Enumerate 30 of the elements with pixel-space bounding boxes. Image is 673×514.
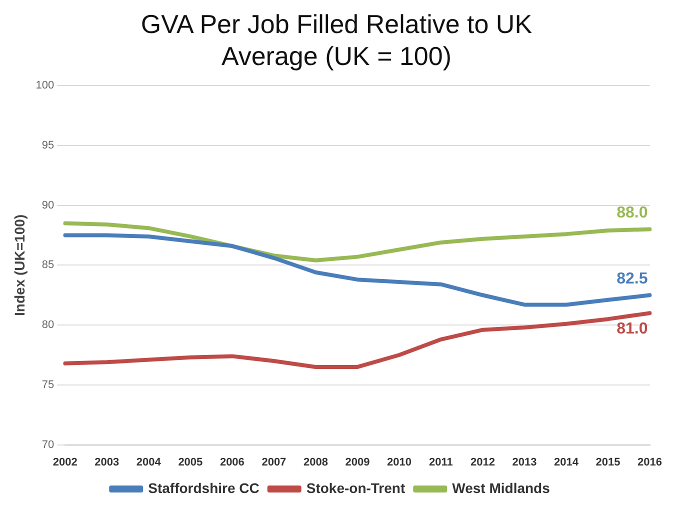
y-tick-label: 100: [36, 80, 54, 92]
x-tick-label: 2002: [52, 456, 78, 468]
y-tick-label: 85: [42, 259, 54, 272]
y-tick-label: 70: [42, 438, 54, 451]
x-tick-label: 2010: [386, 456, 412, 468]
x-tick-label: 2003: [94, 456, 120, 468]
x-tick-label: 2011: [429, 456, 453, 468]
x-tick-label: 2012: [470, 456, 495, 468]
x-tick-label: 2008: [303, 456, 328, 468]
legend-label: Stoke-on-Trent: [306, 480, 406, 496]
y-tick-label: 90: [42, 199, 54, 212]
y-axis-title: Index (UK=100): [11, 214, 28, 316]
x-tick-label: 2009: [345, 456, 370, 468]
y-tick-label: 80: [42, 319, 54, 332]
x-tick-label: 2015: [596, 456, 620, 468]
data-label: 82.5: [616, 270, 648, 288]
x-tick-label: 2014: [554, 456, 580, 468]
x-tick-label: 2007: [262, 456, 286, 468]
x-tick-label: 2004: [136, 456, 162, 468]
y-tick-label: 75: [42, 378, 54, 391]
y-tick-label: 95: [42, 140, 54, 152]
data-label: 81.0: [616, 320, 648, 338]
chart-title: GVA Per Job Filled Relative to UK Average (UK = 100): [140, 8, 534, 72]
x-tick-label: 2005: [178, 456, 203, 468]
legend-label: West Midlands: [452, 480, 550, 496]
x-tick-label: 2016: [638, 456, 662, 468]
x-tick-label: 2013: [512, 456, 537, 468]
x-tick-label: 2006: [220, 456, 244, 468]
data-label: 88.0: [616, 204, 648, 222]
legend-label: Staffordshire CC: [148, 480, 260, 496]
